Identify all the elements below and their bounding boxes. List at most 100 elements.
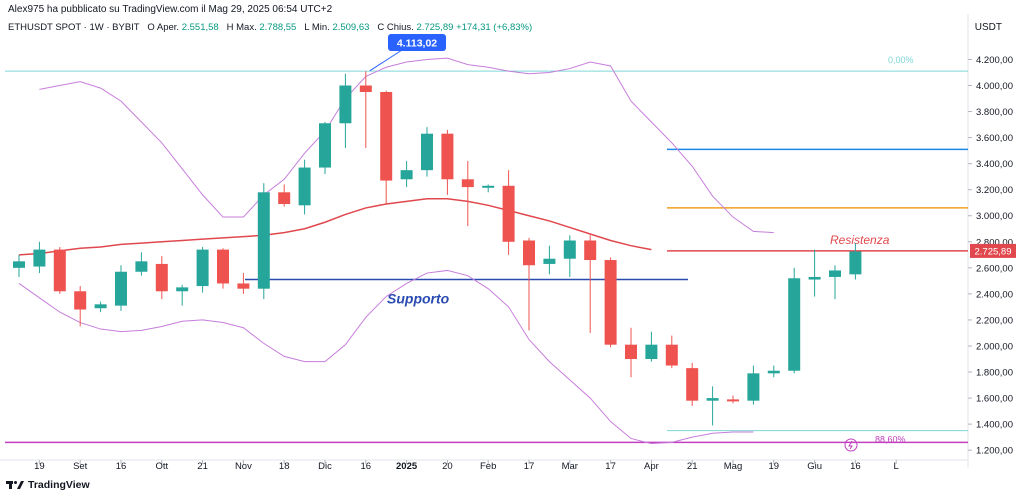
high-text: Max. <box>236 22 257 33</box>
high-label: H <box>226 22 234 33</box>
x-tick-label: 18 <box>279 461 290 472</box>
y-tick-label: 3.400,00 <box>976 159 1013 170</box>
candle-body <box>686 368 699 401</box>
candle-body <box>33 249 46 267</box>
resistance-label: Resistenza <box>830 233 890 247</box>
axis-unit: USDT <box>974 22 1002 33</box>
y-tick-label: 1.600,00 <box>976 394 1013 405</box>
bollinger-upper-line <box>39 57 774 234</box>
tradingview-logo-icon <box>6 481 24 489</box>
x-tick-label: 17 <box>524 461 535 472</box>
candle-body <box>217 249 229 284</box>
lightning-icon <box>848 440 853 450</box>
candle-body <box>849 251 862 275</box>
candle-body <box>74 291 87 310</box>
candle-body <box>339 85 352 124</box>
x-tick-label: L <box>894 461 899 472</box>
candle-body <box>625 344 637 360</box>
high-callout-pointer <box>369 49 403 72</box>
candle-body <box>767 370 780 374</box>
brand-label: TradingView <box>28 479 90 491</box>
x-tick-label: Mar <box>562 461 578 472</box>
candle-body <box>278 192 291 205</box>
candle-body <box>441 133 454 180</box>
close-text: Chius. <box>386 22 414 33</box>
x-tick-label: Feb <box>480 461 496 472</box>
low-label: L <box>304 22 310 33</box>
symbol-label: ETHUSDT SPOT · 1W · BYBIT <box>8 22 140 33</box>
candle-body <box>53 249 66 292</box>
y-tick-label: 3.200,00 <box>976 185 1013 196</box>
candle-body <box>298 167 311 206</box>
high-callout-label: 4.113,02 <box>397 38 437 50</box>
x-tick-label: Mag <box>724 461 742 472</box>
y-tick-label: 3.000,00 <box>976 211 1013 222</box>
candle-body <box>155 263 168 292</box>
y-tick-label: 1.800,00 <box>976 368 1013 379</box>
event-marker-icon <box>844 438 858 452</box>
candle-body <box>13 261 25 268</box>
fib-top-label: 0,00% <box>888 55 914 65</box>
moving-average-line <box>18 198 652 256</box>
fib-bottom-label: 88,60% <box>875 435 906 445</box>
open-value: 2.551,58 <box>181 22 219 33</box>
close-label: C <box>377 22 385 33</box>
open-label: O <box>147 22 155 33</box>
candle-body <box>645 344 658 360</box>
candle-body <box>563 240 576 259</box>
close-value: 2.725,89 <box>416 22 454 33</box>
candle-body <box>727 399 739 402</box>
ohlc-legend: ETHUSDT SPOT · 1W · BYBIT O Aper. 2.551,… <box>8 22 532 33</box>
y-tick-label: 1.200,00 <box>976 446 1013 457</box>
y-tick-label: 4.000,00 <box>976 81 1013 92</box>
x-tick-label: 16 <box>116 461 127 472</box>
tradingview-footer[interactable]: TradingView <box>6 479 90 491</box>
x-tick-label: 21 <box>197 461 208 472</box>
x-tick-label: 16 <box>850 461 861 472</box>
y-tick-label: 2.200,00 <box>976 315 1013 326</box>
x-tick-label: Dic <box>318 461 332 472</box>
x-tick-label: 19 <box>769 461 780 472</box>
x-tick-label: 19 <box>34 461 45 472</box>
open-text: Aper. <box>156 22 180 33</box>
y-tick-label: 2.400,00 <box>976 289 1013 300</box>
candle-body <box>461 179 474 188</box>
x-tick-label: Giu <box>807 461 822 472</box>
candle-body <box>94 304 107 309</box>
candle-body <box>604 260 617 345</box>
candle-body <box>543 258 556 264</box>
candle-body <box>829 270 841 277</box>
support-label: Supporto <box>387 291 450 307</box>
candle-body <box>400 170 413 180</box>
candle-body <box>176 287 189 292</box>
x-tick-label: 20 <box>442 461 453 472</box>
x-tick-label: 17 <box>605 461 616 472</box>
x-tick-label: Set <box>73 461 88 472</box>
candle-body <box>665 344 678 366</box>
low-value: 2.509,63 <box>332 22 370 33</box>
high-callout-box <box>388 34 446 51</box>
candle-body <box>482 185 495 188</box>
x-tick-label: Apr <box>644 461 659 472</box>
change-value: +174,31 (+6,83%) <box>456 22 533 33</box>
price-tag-label: 2.725,89 <box>975 246 1012 257</box>
candle-body <box>523 240 535 266</box>
candle-body <box>788 278 801 371</box>
candle-body <box>706 398 719 401</box>
candle-body <box>196 249 209 287</box>
low-text: Min. <box>311 22 330 33</box>
y-tick-label: 2.000,00 <box>976 341 1013 352</box>
candle-body <box>257 192 270 289</box>
y-tick-label: 2.600,00 <box>976 263 1013 274</box>
x-tick-label: Nov <box>235 461 252 472</box>
y-tick-label: 4.200,00 <box>976 55 1013 66</box>
y-tick-label: 1.400,00 <box>976 420 1013 431</box>
x-tick-label: Ott <box>155 461 168 472</box>
candle-body <box>808 276 821 280</box>
candle-body <box>237 283 250 289</box>
candle-body <box>135 261 148 272</box>
bollinger-lower-line <box>18 269 754 445</box>
candle-body <box>502 185 515 242</box>
candle-body <box>421 133 433 171</box>
